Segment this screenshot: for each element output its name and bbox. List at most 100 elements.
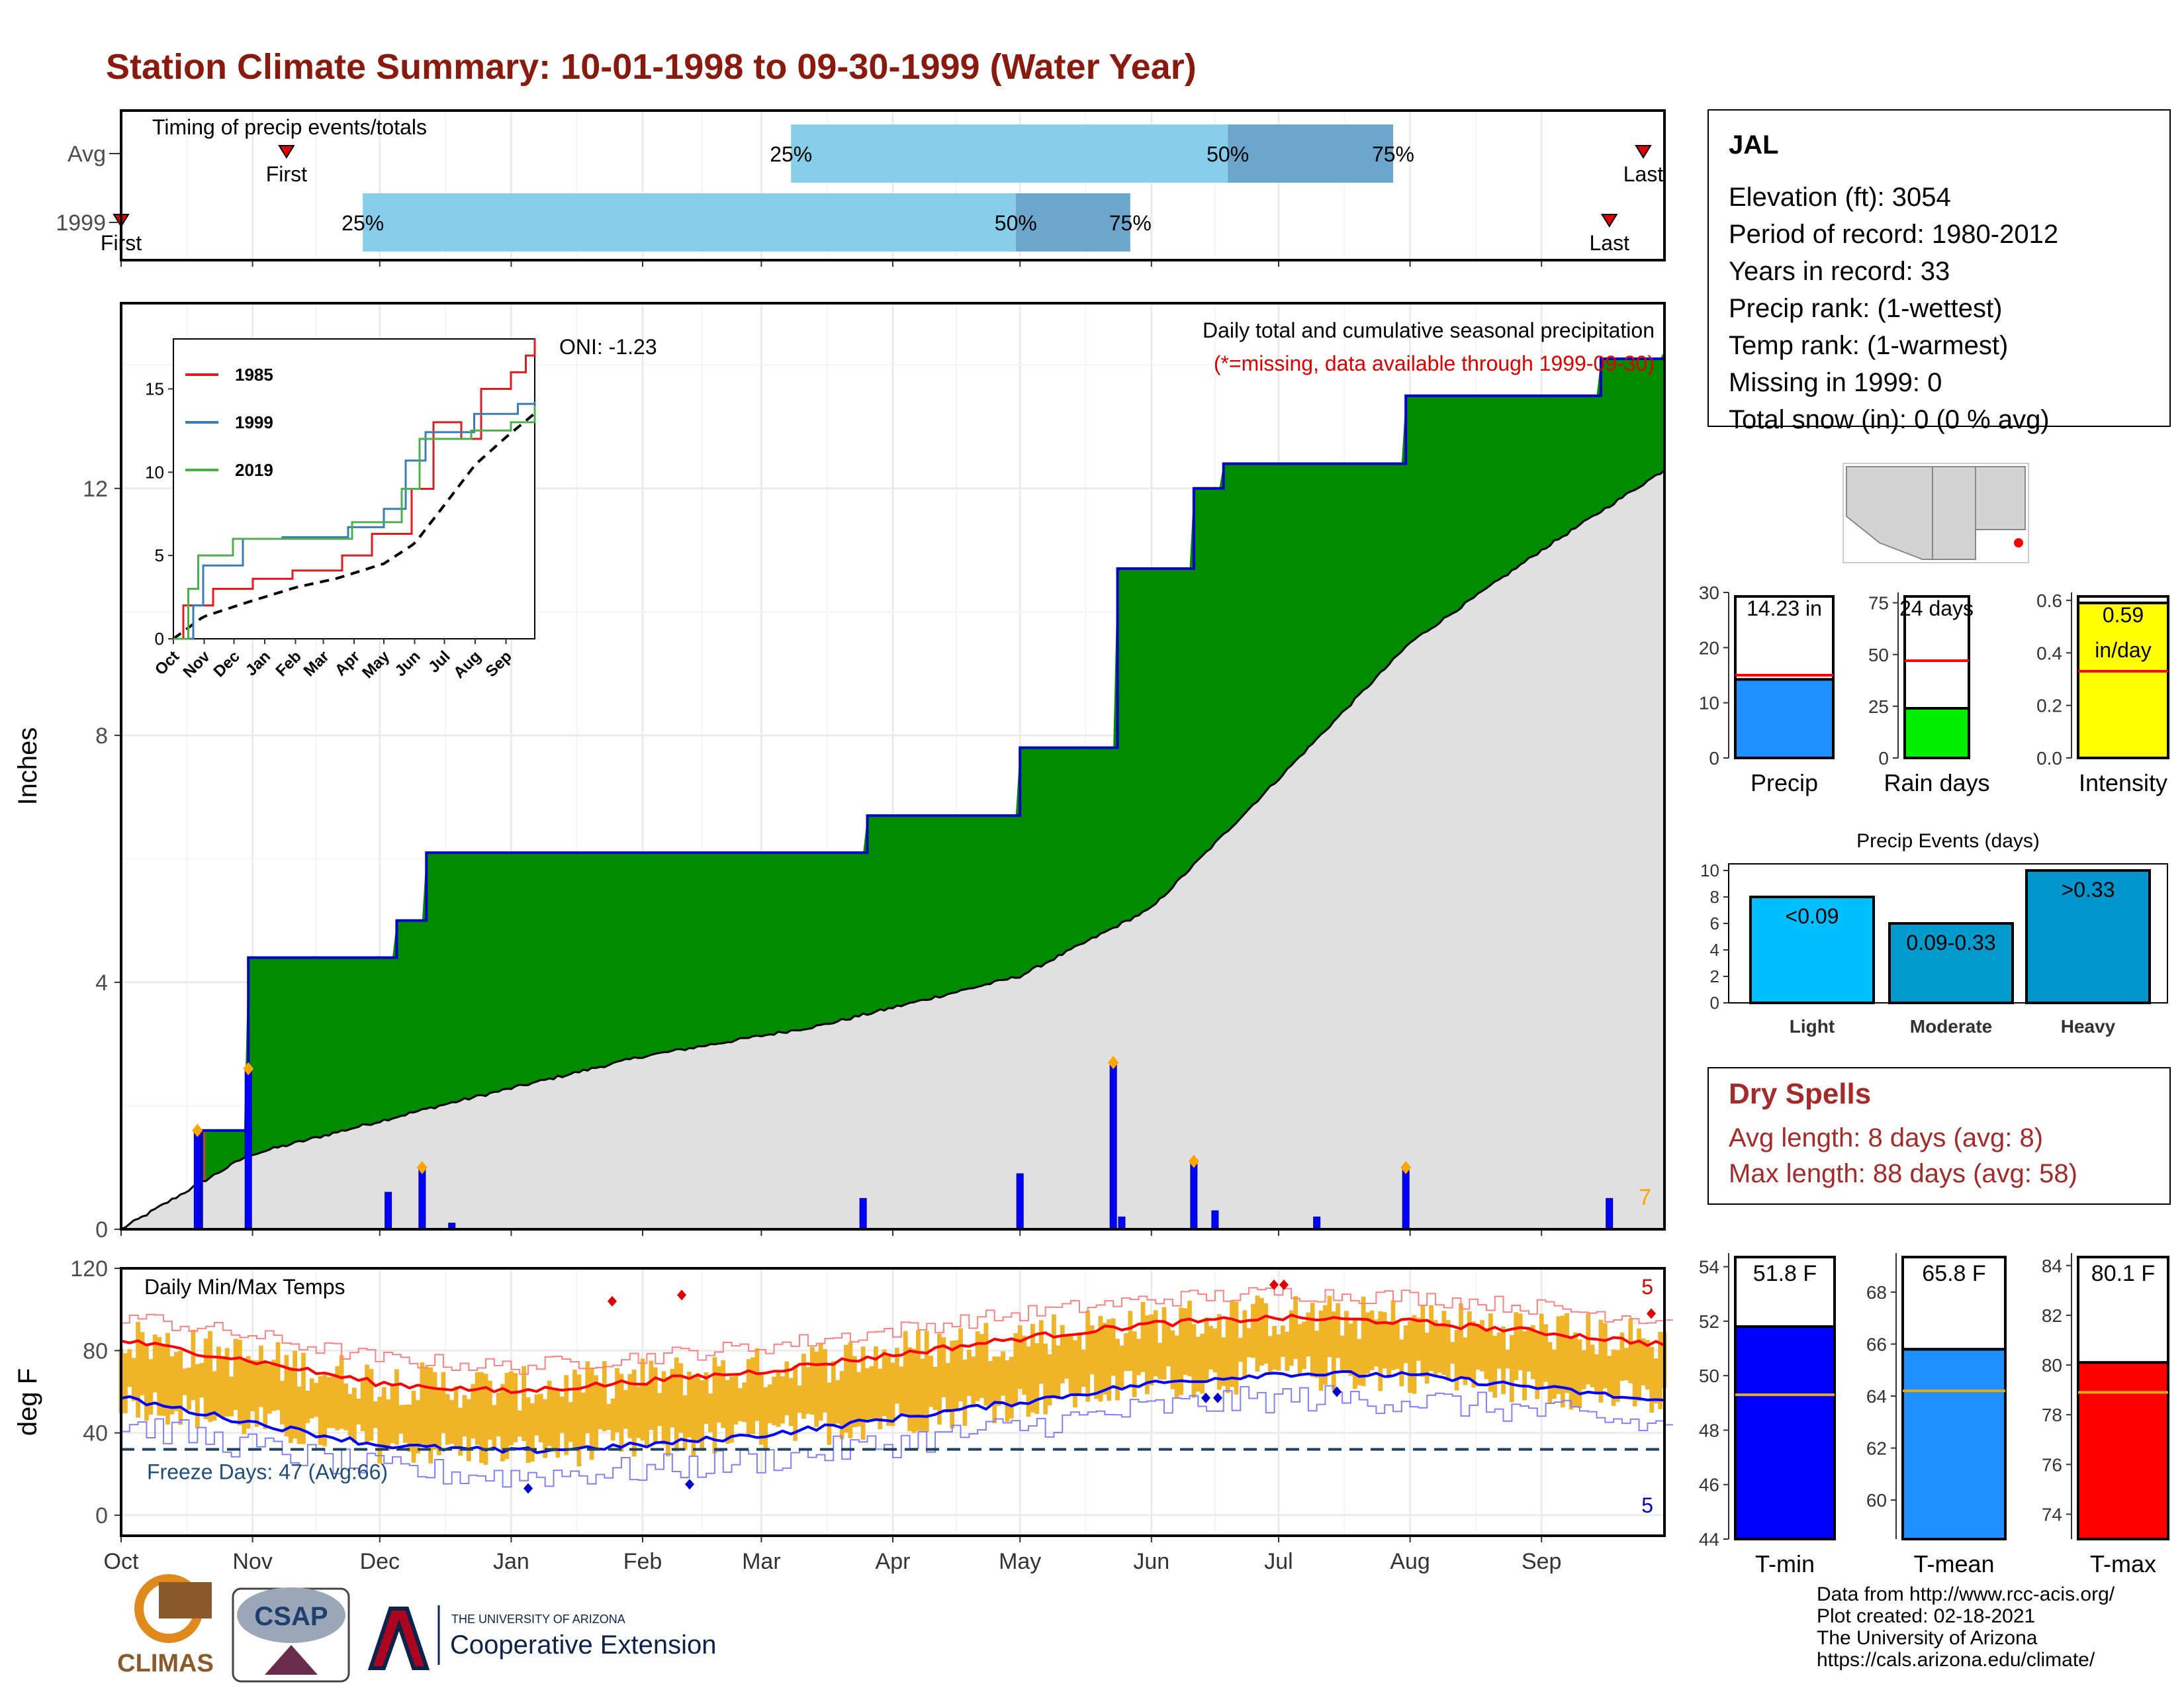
station-name: JAL (1729, 130, 1779, 160)
record-day-marker-icon (243, 1062, 254, 1076)
daily-temp-bar (1115, 1338, 1120, 1401)
timing-row-label: 1999 (56, 211, 106, 236)
daily-temp-bar (351, 1387, 357, 1443)
daily-temp-bar (390, 1383, 395, 1444)
daily-temp-bar (805, 1367, 811, 1414)
daily-temp-bar (259, 1345, 263, 1407)
daily-temp-bar (996, 1356, 1001, 1406)
temp-bar-0-ytick-label: 54 (1699, 1257, 1719, 1278)
timing-bar-q50-q75 (1228, 124, 1393, 183)
daily-temp-bar (1056, 1345, 1061, 1400)
daily-temp-bar (1030, 1324, 1035, 1413)
daily-temp-bar (330, 1374, 336, 1429)
ua-a-logo-icon (367, 1607, 430, 1670)
ua-logo-big-text: Cooperative Extension (450, 1630, 716, 1660)
daily-temp-bar (305, 1390, 310, 1423)
daily-temp-bar (1242, 1310, 1248, 1380)
daily-temp-bar (1641, 1338, 1646, 1386)
daily-temp-bar (1637, 1328, 1641, 1401)
inset-ytick-label: 0 (155, 629, 164, 649)
daily-precip-bar (418, 1167, 426, 1230)
daily-temp-bar (568, 1402, 573, 1442)
daily-temp-bar (398, 1405, 404, 1434)
daily-temp-bar (1594, 1354, 1599, 1393)
daily-temp-bar (1378, 1311, 1383, 1391)
daily-temp-bar (1475, 1324, 1480, 1370)
daily-temp-bar (1297, 1324, 1302, 1376)
daily-precip-bar (1118, 1216, 1126, 1230)
events-category-label: Moderate (1910, 1016, 1992, 1037)
daily-temp-bar (793, 1365, 798, 1441)
daily-precip-bar (1109, 1062, 1117, 1230)
events-ytick-label: 4 (1710, 940, 1719, 960)
month-label-nov: Nov (232, 1549, 272, 1574)
daily-temp-bar (1361, 1296, 1366, 1386)
daily-temp-bar (559, 1396, 565, 1433)
daily-temp-bar (360, 1378, 365, 1431)
daily-temp-bar (615, 1368, 619, 1432)
inset-bg (173, 338, 535, 639)
daily-temp-bar (899, 1366, 904, 1414)
daily-temp-bar (814, 1351, 819, 1427)
events-bar-heavy (2025, 869, 2151, 1004)
daily-temp-bar (1183, 1308, 1188, 1375)
station-precip-rank: Precip rank: (1-wettest) (1729, 294, 2003, 323)
events-category-label: Heavy (2061, 1016, 2116, 1037)
daily-temp-bar (462, 1395, 467, 1436)
daily-temp-bar (1658, 1331, 1662, 1409)
record-day-marker-icon (1188, 1154, 1199, 1168)
average-max-line (120, 1313, 1665, 1394)
summary-2-label: Intensity (2079, 769, 2167, 796)
logos: CLIMAS CSAP THE UNIVERSITY OF ARIZONA Coope… (117, 1574, 716, 1683)
station-info-box: JAL Elevation (ft): 3054 Period of recor… (1707, 109, 2171, 434)
inset-average-line (172, 412, 536, 640)
daily-temp-bar (123, 1353, 128, 1414)
events-ytick-label: 2 (1710, 966, 1719, 986)
daily-temp-bar (1429, 1305, 1434, 1372)
summary-0-ytick-label: 30 (1699, 583, 1719, 603)
daily-temp-bar (534, 1394, 539, 1436)
daily-temp-bar (1038, 1320, 1044, 1384)
inset-series-1985 (173, 339, 536, 640)
daily-temp-bar (1136, 1338, 1141, 1376)
temp-bar-2-ytick-label: 76 (2042, 1454, 2062, 1475)
daily-temp-bar (1098, 1315, 1103, 1402)
daily-temp-bar (1373, 1319, 1379, 1367)
daily-temp-bar (1187, 1301, 1192, 1377)
daily-temp-bar (1001, 1351, 1005, 1396)
daily-temp-bar (1318, 1310, 1324, 1391)
daily-temp-bar (212, 1371, 217, 1421)
daily-temp-bar (1276, 1334, 1281, 1371)
daily-temp-bar (1420, 1305, 1426, 1378)
daily-temp-bar (420, 1362, 425, 1444)
last-label: Last (1623, 162, 1664, 186)
daily-temp-bar (1348, 1323, 1353, 1376)
daily-temp-bar (589, 1368, 594, 1460)
daily-temp-bar (818, 1344, 823, 1421)
summary-1-ytick-label: 25 (1868, 696, 1889, 717)
timing-bar-q25-q50 (363, 193, 1016, 252)
daily-temp-bar (1166, 1324, 1171, 1367)
daily-temp-bar (381, 1387, 387, 1450)
daily-temp-bar (284, 1355, 289, 1436)
daily-temp-bar (1272, 1326, 1277, 1370)
rain-days-value: 24 days (1899, 596, 1974, 620)
daily-temp-bar (1263, 1303, 1269, 1364)
daily-temp-bar (1022, 1335, 1027, 1395)
inset-legend-label: 2019 (235, 460, 273, 480)
daily-temp-bar (131, 1358, 136, 1401)
daily-temp-bar (716, 1366, 721, 1423)
daily-temp-bar (504, 1372, 510, 1460)
daily-temp-bar (1144, 1315, 1150, 1395)
daily-temp-bar (1424, 1333, 1430, 1384)
precip-ytick-label: 12 (83, 477, 108, 502)
daily-temp-bar (1306, 1312, 1311, 1357)
daily-temp-bar (987, 1361, 993, 1405)
daily-temp-bar (1314, 1331, 1320, 1378)
daily-temp-bar (623, 1389, 628, 1429)
daily-temp-bar (869, 1366, 874, 1421)
temp-bar-2-ytick-label: 80 (2042, 1355, 2062, 1376)
daily-temp-bar (971, 1356, 976, 1406)
daily-temp-bar (1598, 1319, 1604, 1403)
